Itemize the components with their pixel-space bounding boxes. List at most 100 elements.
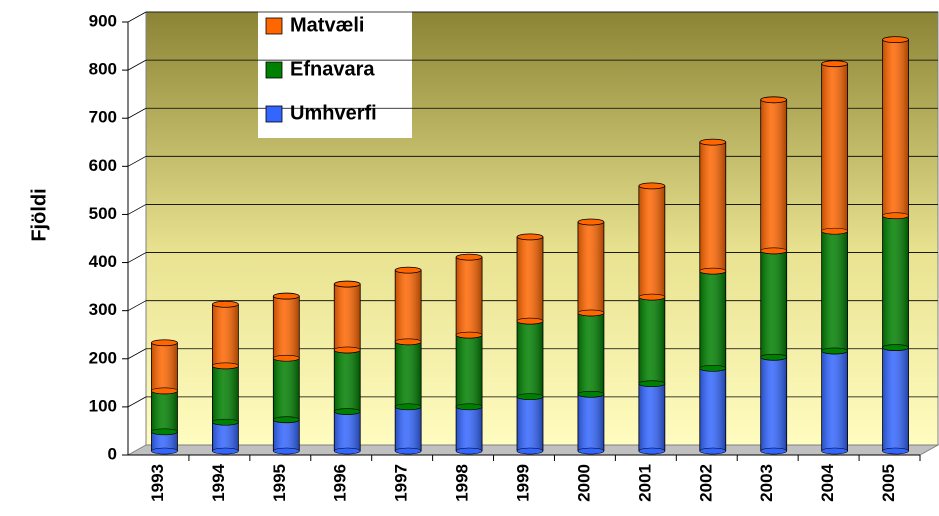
bar-bottom — [212, 447, 239, 455]
bar-shade — [882, 215, 909, 348]
bar-shade — [699, 271, 726, 369]
bar-bottom — [455, 447, 483, 455]
bar-shade — [456, 335, 483, 407]
bar-shade — [151, 431, 178, 451]
bar-segment — [577, 309, 605, 398]
bar-segment — [577, 390, 605, 455]
bar-bottom — [882, 212, 909, 220]
y-tick-label: 600 — [89, 156, 117, 175]
x-tick-label: 1998 — [453, 464, 472, 502]
grid-line — [127, 348, 147, 360]
bar-bottom — [273, 354, 300, 362]
bar-shade — [456, 257, 483, 336]
grid-line — [127, 252, 147, 263]
bar-bottom — [699, 364, 727, 372]
bar-bottom — [577, 447, 605, 455]
bar-shade — [334, 284, 361, 350]
bar-bottom — [760, 247, 787, 255]
bar-bottom — [394, 447, 422, 455]
x-tick-label: 1995 — [270, 464, 289, 502]
legend-label: Efnavara — [290, 58, 375, 80]
y-tick-label: 0 — [108, 444, 117, 463]
bar-shade — [212, 365, 239, 423]
x-tick-label: 2001 — [635, 464, 654, 502]
x-tick-label: 1993 — [148, 464, 167, 502]
legend-swatch — [265, 61, 283, 79]
x-tick-label: 1997 — [392, 464, 411, 502]
bar-bottom — [394, 403, 422, 411]
grid-line — [127, 59, 147, 71]
bar-segment — [638, 380, 666, 455]
bar-shade — [456, 406, 483, 451]
bar-segment — [882, 212, 909, 351]
bar-bottom — [699, 267, 727, 275]
bar-cap — [394, 266, 422, 274]
bar-cap — [455, 253, 483, 261]
bar-shade — [517, 396, 543, 451]
bar-cap — [882, 36, 909, 44]
bar-cap — [516, 233, 544, 241]
bar-segment — [211, 362, 239, 426]
bar-shade — [334, 411, 361, 451]
bar-segment — [760, 247, 788, 361]
x-tick-label: 2004 — [818, 463, 837, 501]
bar-bottom — [882, 344, 909, 351]
bar-shade — [334, 349, 361, 412]
bar-bottom — [273, 447, 300, 455]
bar-segment — [455, 331, 483, 411]
bar-segment — [211, 418, 239, 455]
grid-line — [127, 11, 147, 23]
x-tick-label: 2002 — [696, 464, 715, 502]
bar-segment — [699, 267, 727, 372]
bar-bottom — [151, 387, 178, 395]
x-tick-label: 2003 — [757, 464, 776, 502]
bar-bottom — [638, 447, 666, 455]
y-axis-title: Fjöldi — [28, 188, 50, 241]
bar-shade — [212, 304, 239, 366]
grid-line — [127, 204, 147, 215]
bar-segment — [516, 393, 544, 455]
y-tick-label: 900 — [89, 11, 117, 30]
bar-shade — [699, 368, 726, 451]
bar-cap — [699, 138, 727, 146]
bar-segment — [272, 354, 300, 424]
bar-shade — [577, 394, 604, 451]
bar-segment — [821, 60, 849, 235]
bar-cap — [638, 182, 666, 190]
bar-cap — [821, 60, 849, 68]
bar-segment — [821, 227, 849, 355]
bar-segment — [333, 280, 361, 354]
bar-segment — [333, 346, 361, 415]
bar-bottom — [821, 447, 848, 455]
bar-segment — [882, 36, 909, 220]
bar-shade — [699, 142, 726, 272]
bar-shade — [882, 39, 909, 216]
bar-segment — [333, 408, 361, 455]
bar-bottom — [577, 390, 605, 398]
x-tick-label: 2005 — [879, 464, 898, 502]
bar-bottom — [516, 393, 544, 400]
bar-cap — [760, 96, 788, 104]
y-tick-label: 500 — [89, 204, 117, 223]
x-tick-label: 1996 — [331, 464, 350, 502]
bar-cap — [211, 300, 239, 308]
y-tick-label: 200 — [89, 348, 117, 367]
bar-segment — [760, 353, 788, 455]
grid-line — [127, 107, 147, 119]
bar-shade — [517, 321, 543, 397]
grid-line — [127, 300, 147, 312]
bar-shade — [151, 342, 178, 391]
bar-shade — [882, 347, 909, 451]
bar-shade — [273, 296, 300, 359]
bar-shade — [273, 419, 300, 451]
bar-segment — [638, 293, 666, 387]
y-tick-label: 800 — [89, 60, 117, 79]
bar-bottom — [273, 416, 300, 424]
bar-shade — [273, 358, 300, 420]
bar-segment — [151, 387, 178, 436]
bar-bottom — [151, 428, 178, 436]
bar-segment — [211, 300, 239, 370]
bar-bottom — [577, 309, 605, 317]
bar-segment — [151, 339, 178, 395]
